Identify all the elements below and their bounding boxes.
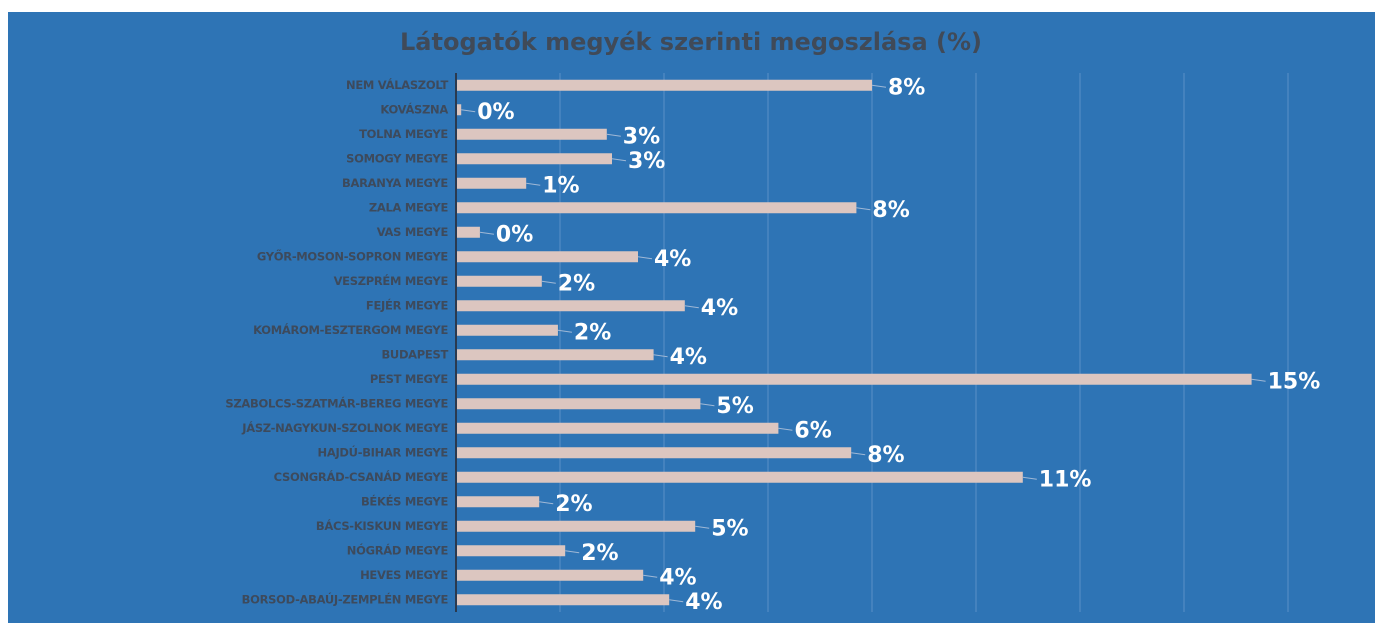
bar	[456, 153, 612, 165]
bar	[456, 349, 654, 361]
leader-line	[684, 305, 699, 309]
leader-line	[851, 452, 866, 456]
leader-line	[611, 158, 627, 162]
bar	[456, 594, 670, 606]
y-tick-label: JÁSZ-NAGYKUN-SZOLNOK MEGYE	[241, 420, 448, 435]
leader-line	[539, 501, 554, 505]
bar	[456, 202, 857, 214]
data-label: 5%	[711, 516, 748, 541]
data-label: 3%	[623, 124, 660, 149]
leader-line	[526, 182, 541, 186]
data-label: 15%	[1268, 369, 1321, 394]
y-tick-label: CSONGRÁD-CSANÁD MEGYE	[274, 469, 449, 484]
data-label: 0%	[496, 222, 533, 247]
data-label: 2%	[581, 541, 618, 566]
bar	[456, 324, 558, 336]
y-tick-label: NÓGRÁD MEGYE	[347, 542, 449, 557]
y-tick-label: VAS MEGYE	[377, 225, 449, 239]
data-label: 2%	[555, 492, 592, 517]
bar	[456, 496, 540, 508]
bar	[456, 104, 462, 116]
y-tick-label: NEM VÁLASZOLT	[346, 77, 448, 92]
data-label: 8%	[867, 443, 904, 468]
bar	[456, 300, 685, 312]
data-label: 5%	[716, 394, 753, 419]
leader-line	[1022, 476, 1037, 480]
y-tick-label: SOMOGY MEGYE	[346, 151, 448, 165]
y-tick-label: BORSOD-ABAÚJ-ZEMPLÉN MEGYE	[242, 591, 449, 606]
data-label: 2%	[574, 320, 611, 345]
bar	[456, 545, 566, 557]
y-tick-label: KOVÁSZNA	[380, 101, 448, 116]
bar	[456, 520, 696, 532]
data-label: 4%	[654, 247, 691, 272]
y-tick-label: PEST MEGYE	[370, 372, 449, 386]
y-tick-label: HAJDÚ-BIHAR MEGYE	[318, 444, 449, 459]
y-tick-label: SZABOLCS-SZATMÁR-BEREG MEGYE	[225, 395, 448, 410]
data-label: 4%	[659, 565, 696, 590]
data-label: 8%	[872, 198, 909, 223]
leader-line	[461, 109, 476, 113]
leader-line	[695, 525, 710, 529]
leader-line	[479, 231, 494, 235]
data-label: 0%	[477, 100, 514, 125]
leader-line	[557, 329, 572, 333]
bar	[456, 251, 638, 263]
bar	[456, 226, 480, 238]
chart-title: Látogatók megyék szerinti megoszlása (%)	[400, 28, 982, 56]
bar	[456, 275, 542, 287]
y-tick-label: VESZPRÉM MEGYE	[334, 273, 449, 288]
y-tick-label: GYŐR-MOSON-SOPRON MEGYE	[257, 248, 449, 263]
data-label: 3%	[628, 149, 665, 174]
leader-line	[541, 280, 556, 284]
bar	[456, 373, 1252, 385]
leader-line	[606, 133, 621, 137]
y-tick-label: BÁCS-KISKUN MEGYE	[316, 518, 449, 533]
data-label: 6%	[794, 418, 831, 443]
data-label: 1%	[542, 173, 579, 198]
leader-line	[643, 574, 658, 578]
bar	[456, 569, 644, 581]
bar	[456, 447, 852, 459]
data-label: 2%	[558, 271, 595, 296]
leader-line	[856, 207, 871, 211]
data-label: 11%	[1039, 467, 1092, 492]
bar	[456, 128, 607, 140]
data-label: 4%	[685, 590, 722, 615]
leader-line	[637, 256, 653, 260]
data-label: 4%	[670, 345, 707, 370]
bar	[456, 398, 701, 410]
leader-line	[871, 84, 887, 88]
y-tick-label: BARANYA MEGYE	[342, 176, 448, 190]
y-tick-label: FEJÉR MEGYE	[366, 297, 449, 312]
bar	[456, 177, 527, 189]
bar	[456, 79, 872, 91]
bar	[456, 471, 1023, 483]
bar	[456, 422, 779, 434]
y-tick-label: KOMÁROM-ESZTERGOM MEGYE	[253, 322, 448, 337]
y-tick-label: BÉKÉS MEGYE	[361, 493, 448, 508]
y-tick-label: BUDAPEST	[381, 347, 448, 361]
leader-line	[700, 403, 715, 407]
data-label: 4%	[701, 296, 738, 321]
data-label: 8%	[888, 75, 925, 100]
leader-line	[565, 550, 580, 554]
leader-line	[669, 599, 684, 603]
leader-line	[653, 354, 668, 358]
y-tick-label: TOLNA MEGYE	[359, 127, 448, 141]
leader-line	[1251, 378, 1266, 382]
y-tick-label: HEVES MEGYE	[360, 568, 448, 582]
y-tick-label: ZALA MEGYE	[369, 200, 449, 214]
leader-line	[778, 427, 793, 431]
